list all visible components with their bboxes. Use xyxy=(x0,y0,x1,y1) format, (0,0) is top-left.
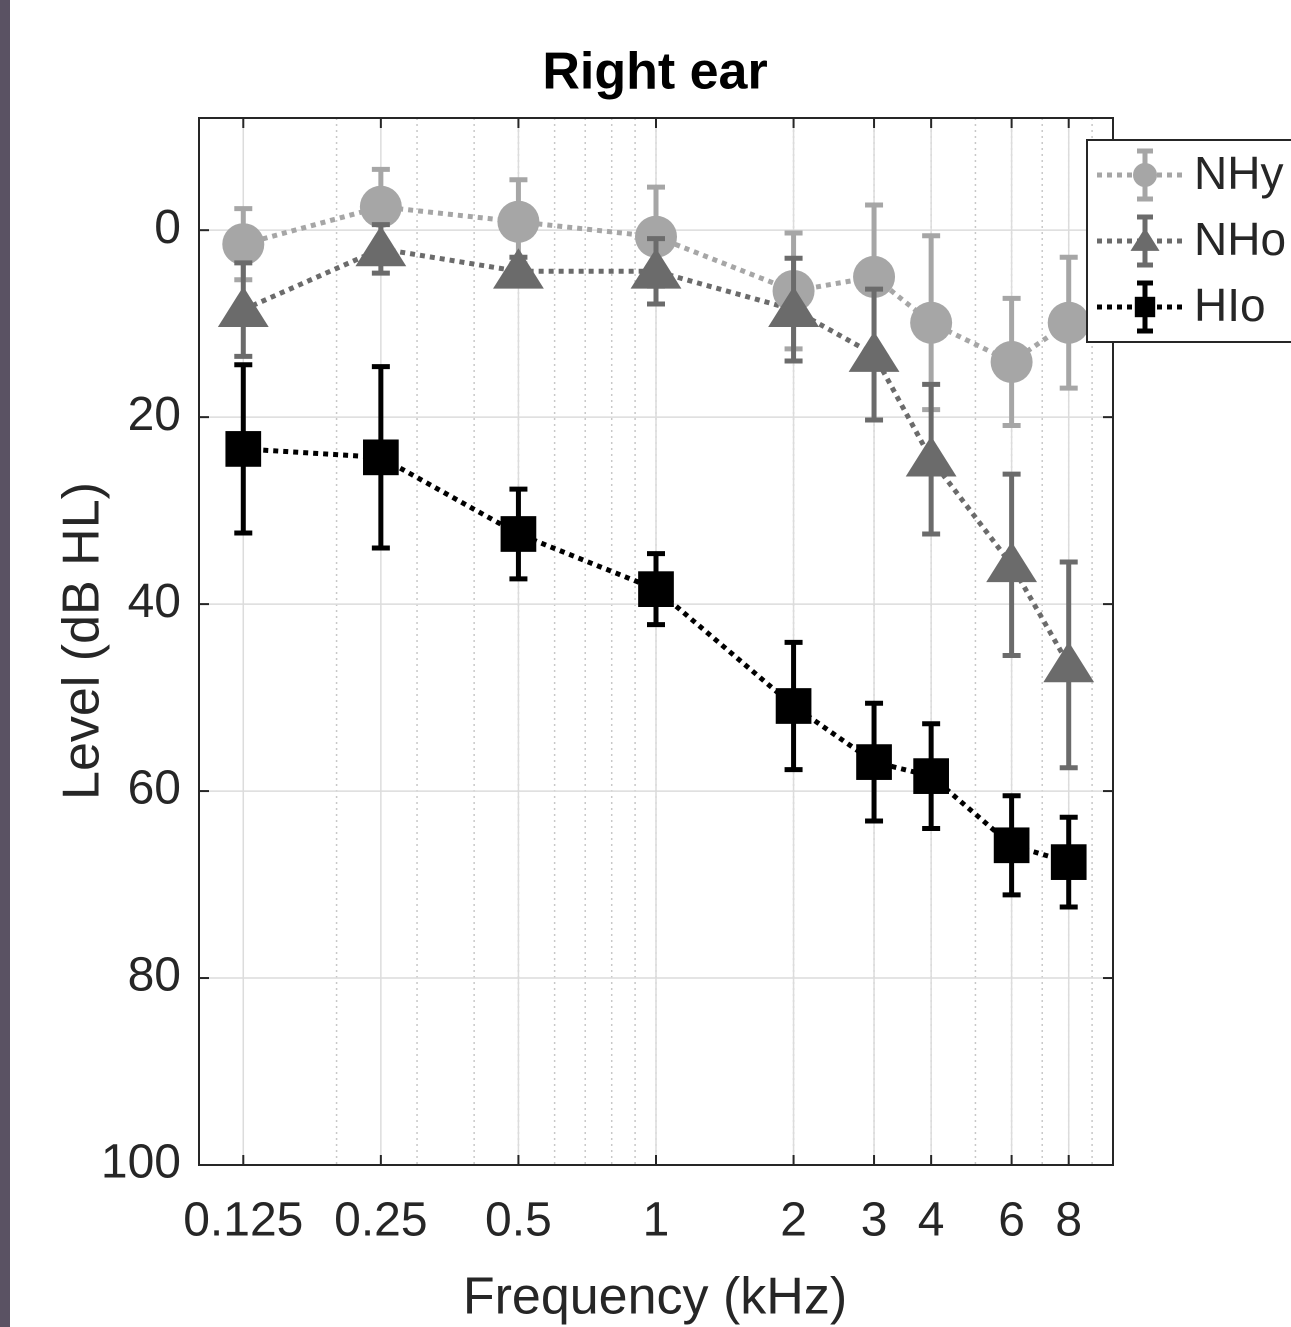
marker xyxy=(856,744,892,780)
y-axis-label: Level (dB HL) xyxy=(53,482,111,800)
y-tick-label: 20 xyxy=(128,388,181,441)
marker xyxy=(1130,227,1160,251)
legend-label: NHy xyxy=(1194,147,1283,199)
marker xyxy=(363,439,399,476)
legend-label: HIo xyxy=(1194,279,1266,331)
marker xyxy=(493,248,544,289)
marker xyxy=(913,758,949,794)
marker xyxy=(497,200,540,243)
x-tick-label: 6 xyxy=(998,1194,1025,1247)
y-tick-label: 100 xyxy=(101,1136,181,1189)
marker xyxy=(225,431,262,467)
y-tick-label: 0 xyxy=(154,201,181,254)
marker xyxy=(217,286,269,327)
y-tick-label: 60 xyxy=(128,762,181,815)
legend-label: NHo xyxy=(1194,213,1286,265)
x-tick-label: 8 xyxy=(1055,1194,1082,1247)
marker xyxy=(630,248,682,289)
marker xyxy=(848,331,900,372)
marker xyxy=(222,223,265,266)
marker xyxy=(355,225,407,267)
marker xyxy=(993,827,1030,864)
marker xyxy=(986,541,1038,583)
marker xyxy=(1133,163,1157,187)
x-tick-label: 0.5 xyxy=(485,1194,552,1247)
x-axis-label: Frequency (kHz) xyxy=(463,1268,847,1326)
axes-box xyxy=(198,117,1114,1166)
y-tick-label: 80 xyxy=(128,949,181,1002)
x-tick-label: 1 xyxy=(643,1194,670,1247)
marker xyxy=(905,436,957,477)
x-tick-label: 0.125 xyxy=(183,1194,303,1247)
marker xyxy=(1047,301,1090,344)
marker xyxy=(359,185,402,228)
y-tick-label: 40 xyxy=(128,575,181,628)
marker xyxy=(853,255,896,298)
series-line xyxy=(242,204,1071,365)
marker xyxy=(910,301,953,344)
marker xyxy=(638,571,674,607)
side-strip xyxy=(0,0,10,1327)
chart-title: Right ear xyxy=(542,43,767,101)
marker xyxy=(768,286,819,327)
x-tick-label: 2 xyxy=(780,1194,807,1247)
x-tick-label: 3 xyxy=(861,1194,888,1247)
marker xyxy=(500,516,537,552)
marker xyxy=(1043,641,1095,683)
marker xyxy=(775,688,812,724)
marker xyxy=(1134,296,1156,318)
x-tick-label: 0.25 xyxy=(334,1194,427,1247)
marker xyxy=(1050,844,1087,880)
marker xyxy=(990,340,1033,383)
x-tick-label: 4 xyxy=(918,1194,945,1247)
